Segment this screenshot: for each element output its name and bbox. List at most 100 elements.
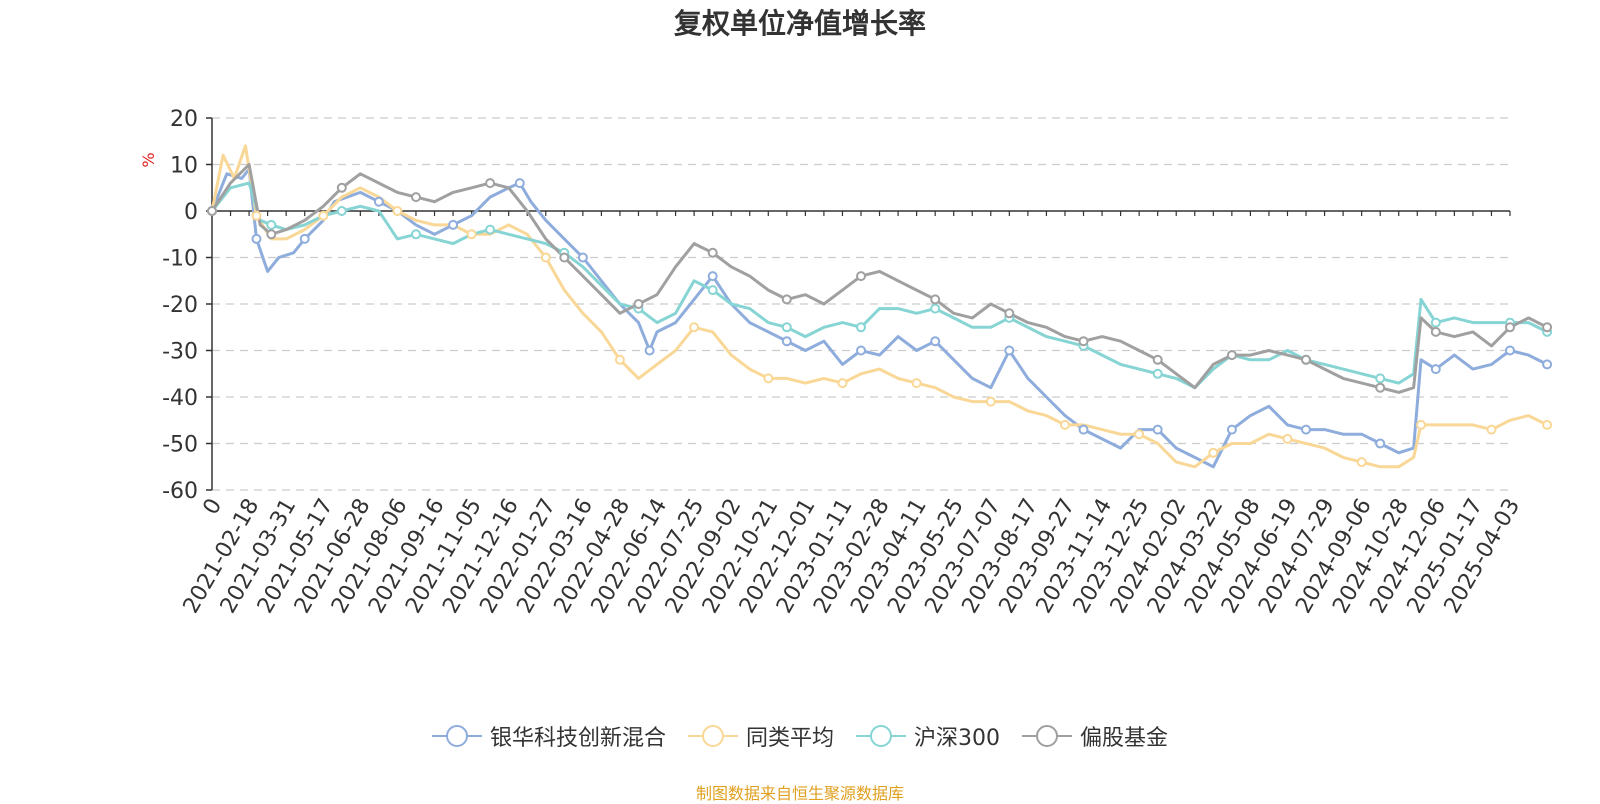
series-point: [1301, 424, 1311, 435]
series-point: [540, 252, 551, 263]
series-point: [1430, 317, 1441, 328]
series-point: [1060, 419, 1070, 430]
series-point: [559, 252, 570, 263]
legend-item[interactable]: 沪深300: [856, 720, 1000, 752]
series-point: [1226, 424, 1237, 435]
series-point: [336, 206, 347, 216]
series-point: [985, 396, 996, 407]
series-point: [707, 271, 718, 282]
y-tick-label: -20: [162, 293, 198, 318]
series-point: [1004, 345, 1015, 356]
series-point: [336, 182, 347, 193]
legend-label: 同类平均: [745, 726, 834, 751]
y-tick-label: -30: [162, 340, 198, 365]
series-point: [1505, 345, 1515, 356]
series-point: [411, 229, 421, 240]
series-point: [266, 219, 277, 230]
series-point: [781, 336, 792, 347]
series-line: [210, 163, 1548, 394]
series-point: [1356, 457, 1367, 468]
y-tick-label: -40: [162, 386, 198, 411]
series-point: [781, 322, 792, 333]
series-point: [577, 252, 588, 263]
series-point: [856, 345, 866, 356]
series-point: [930, 336, 941, 347]
series-point: [1078, 424, 1089, 435]
series-point: [1416, 419, 1426, 430]
series-point: [781, 294, 792, 305]
series-point: [1375, 438, 1386, 449]
series-point: [707, 247, 718, 258]
series-point: [689, 322, 700, 333]
x-tick-label: 0: [199, 495, 228, 520]
legend-label: 偏股基金: [1080, 726, 1169, 751]
series-point: [930, 294, 941, 305]
y-tick-label: 0: [184, 200, 198, 225]
legend-marker-icon: [431, 725, 482, 747]
series-point: [207, 206, 217, 216]
series-point: [1152, 354, 1163, 365]
legend-marker-icon: [687, 725, 738, 747]
series-point: [373, 196, 384, 207]
series-point: [856, 322, 866, 333]
series-point: [411, 192, 421, 203]
series-point: [1301, 354, 1311, 365]
y-tick-label: 10: [170, 154, 198, 179]
series-point: [485, 178, 496, 189]
series-point: [1486, 424, 1497, 435]
series-point: [856, 271, 866, 282]
series-point: [1375, 382, 1386, 393]
series-point: [1375, 373, 1386, 384]
series-point: [1542, 322, 1553, 333]
legend-item[interactable]: 银华科技创新混合: [431, 720, 666, 752]
series-point: [466, 229, 477, 240]
series-point: [266, 229, 277, 240]
y-axis-unit-label: %: [139, 152, 158, 167]
legend: 银华科技创新混合 同类平均 沪深300 偏股基金: [0, 720, 1600, 752]
series-point: [1542, 419, 1553, 430]
legend-item[interactable]: 偏股基金: [1022, 720, 1168, 752]
series-line: [210, 144, 1548, 469]
series-point: [251, 210, 262, 221]
series-layer: [207, 144, 1553, 469]
series-point: [633, 299, 644, 309]
series-point: [930, 303, 941, 314]
y-tick-label: -50: [162, 433, 198, 458]
series-point: [514, 178, 525, 189]
series-point: [1226, 350, 1237, 361]
series-point: [485, 224, 496, 235]
chart-title: 复权单位净值增长率: [673, 7, 926, 40]
series-point: [707, 285, 718, 296]
series-point: [1152, 424, 1163, 435]
series-point: [1004, 308, 1015, 319]
series-point: [392, 206, 403, 216]
series-point: [614, 354, 625, 365]
series-point: [1134, 429, 1145, 440]
series-point: [299, 233, 310, 244]
legend-item[interactable]: 同类平均: [687, 720, 834, 752]
series-line: [210, 181, 1548, 390]
series-point: [1505, 322, 1515, 333]
y-tick-label: -60: [162, 479, 198, 504]
series-point: [763, 373, 774, 384]
series-point: [318, 210, 329, 221]
series-point: [1152, 368, 1163, 379]
series-point: [911, 378, 922, 389]
series-point: [1430, 326, 1441, 337]
series-point: [251, 233, 262, 244]
series-point: [1430, 364, 1441, 375]
data-source-note: 制图数据来自恒生聚源数据库: [695, 784, 904, 803]
y-tick-label: 20: [170, 107, 198, 132]
series-point: [1208, 447, 1219, 458]
legend-label: 银华科技创新混合: [489, 726, 666, 751]
legend-label: 沪深300: [914, 726, 1000, 751]
series-point: [1542, 359, 1553, 370]
legend-marker-icon: [1022, 725, 1072, 747]
y-tick-label: -10: [162, 247, 198, 272]
series-point: [1078, 336, 1089, 347]
series-point: [644, 345, 655, 356]
series-point: [837, 378, 848, 389]
grid-layer: [212, 117, 1510, 491]
series-point: [448, 219, 459, 230]
